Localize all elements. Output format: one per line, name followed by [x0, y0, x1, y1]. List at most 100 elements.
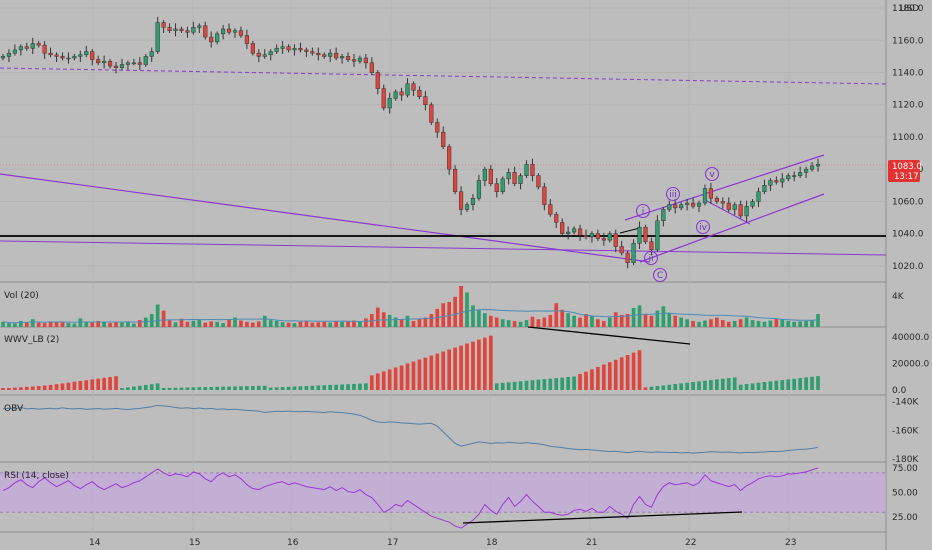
wwv-bar: [364, 383, 368, 390]
wwv-bar: [387, 369, 392, 390]
candle-body: [685, 202, 690, 205]
volume-bar: [203, 322, 208, 327]
wwv-bar: [60, 383, 65, 390]
volume-bar: [816, 314, 820, 327]
wwv-bar: [411, 361, 416, 390]
volume-bar: [209, 321, 214, 327]
candle-body: [155, 22, 160, 52]
candle-body: [191, 27, 196, 33]
x-axis-tick-label: 17: [387, 538, 398, 548]
wwv-bar: [429, 355, 434, 390]
wwv-bar: [732, 377, 737, 390]
wwv-bar: [66, 382, 71, 390]
wwv-bar: [137, 385, 142, 390]
volume-bar: [352, 320, 356, 327]
candle-body: [149, 51, 154, 57]
volume-divergence-line: [527, 326, 691, 345]
volume-bar: [786, 320, 791, 327]
wwv-bar: [792, 378, 797, 390]
candle-body: [780, 178, 785, 183]
rsi-axis-label: 50.00: [892, 489, 918, 499]
candle-body: [815, 164, 821, 167]
wwv-bar: [179, 387, 184, 390]
wwv-bar: [625, 355, 630, 390]
wwv-bar: [590, 369, 594, 390]
wwv-bar: [262, 385, 267, 390]
volume-bar: [720, 320, 725, 327]
wwv-bar: [30, 386, 35, 390]
candle-body: [601, 238, 606, 241]
candle-body: [262, 54, 267, 57]
candle-body: [566, 231, 571, 234]
volume-bar: [673, 315, 678, 327]
wwv-bar: [251, 386, 255, 390]
candle-body: [256, 52, 261, 57]
volume-bar: [744, 317, 749, 327]
candle-body: [328, 52, 333, 57]
volume-bar: [126, 321, 130, 327]
candle-body: [423, 96, 428, 105]
volume-bar: [233, 317, 237, 327]
candle-body: [453, 168, 458, 193]
candle-body: [322, 54, 327, 57]
candle-body: [530, 164, 535, 176]
wwv-bar: [84, 380, 89, 390]
volume-bar: [102, 321, 106, 327]
wwv-bar: [340, 384, 344, 390]
wwv-bar: [423, 357, 428, 390]
candle-body: [792, 175, 797, 177]
volume-bar: [78, 318, 83, 327]
wwv-bar: [471, 341, 475, 390]
candle-body: [113, 65, 119, 68]
wwv-bar: [369, 375, 374, 390]
volume-bar: [72, 323, 77, 327]
volume-bar: [572, 315, 576, 327]
volume-bar: [346, 321, 350, 327]
volume-bar: [607, 317, 612, 327]
wave-label-circle: [635, 203, 651, 219]
candle-body: [744, 206, 749, 217]
wave-label-circle: [652, 267, 668, 283]
wwv-bar: [102, 377, 106, 390]
wwv-bar: [417, 359, 422, 390]
wwv-bar: [393, 367, 398, 390]
volume-bar: [447, 301, 452, 327]
volume-bar: [310, 322, 315, 327]
candle-body: [512, 172, 517, 184]
volume-bar: [590, 316, 594, 327]
volume-bar: [512, 320, 517, 327]
candle-body: [107, 60, 113, 67]
candle-body: [494, 183, 499, 193]
volume-bar: [114, 322, 118, 327]
volume-bar: [13, 323, 17, 327]
candle-body: [625, 252, 630, 263]
volume-bar: [375, 307, 380, 327]
x-axis-tick-label: 23: [785, 538, 796, 548]
wwv-bar: [613, 359, 618, 390]
candle-body: [726, 202, 731, 210]
last-price-tag-background: [888, 160, 920, 182]
volume-bar: [810, 320, 814, 327]
volume-bar: [524, 320, 529, 327]
candle-body: [30, 43, 35, 49]
wwv-bar: [48, 384, 53, 390]
candle-body: [36, 43, 41, 46]
volume-bar: [239, 320, 243, 327]
x-axis-tick-label: 22: [685, 538, 696, 548]
volume-bar: [173, 322, 178, 327]
volume-bar: [84, 322, 89, 327]
volume-bar: [649, 315, 654, 327]
volume-pane-title: Vol (20): [4, 291, 39, 301]
wwv-bar: [352, 383, 356, 390]
wwv-bar: [744, 384, 749, 390]
volume-bar: [756, 320, 761, 327]
wwv-bar: [114, 376, 118, 390]
candle-body: [661, 209, 666, 222]
wwv-bar: [643, 387, 648, 390]
candle-body: [203, 25, 208, 38]
wwv-bar: [780, 380, 785, 390]
wave-label-text: C: [657, 271, 663, 281]
x-axis-tick-label: 15: [189, 538, 200, 548]
volume-bar: [322, 321, 327, 327]
volume-bar: [137, 320, 142, 327]
